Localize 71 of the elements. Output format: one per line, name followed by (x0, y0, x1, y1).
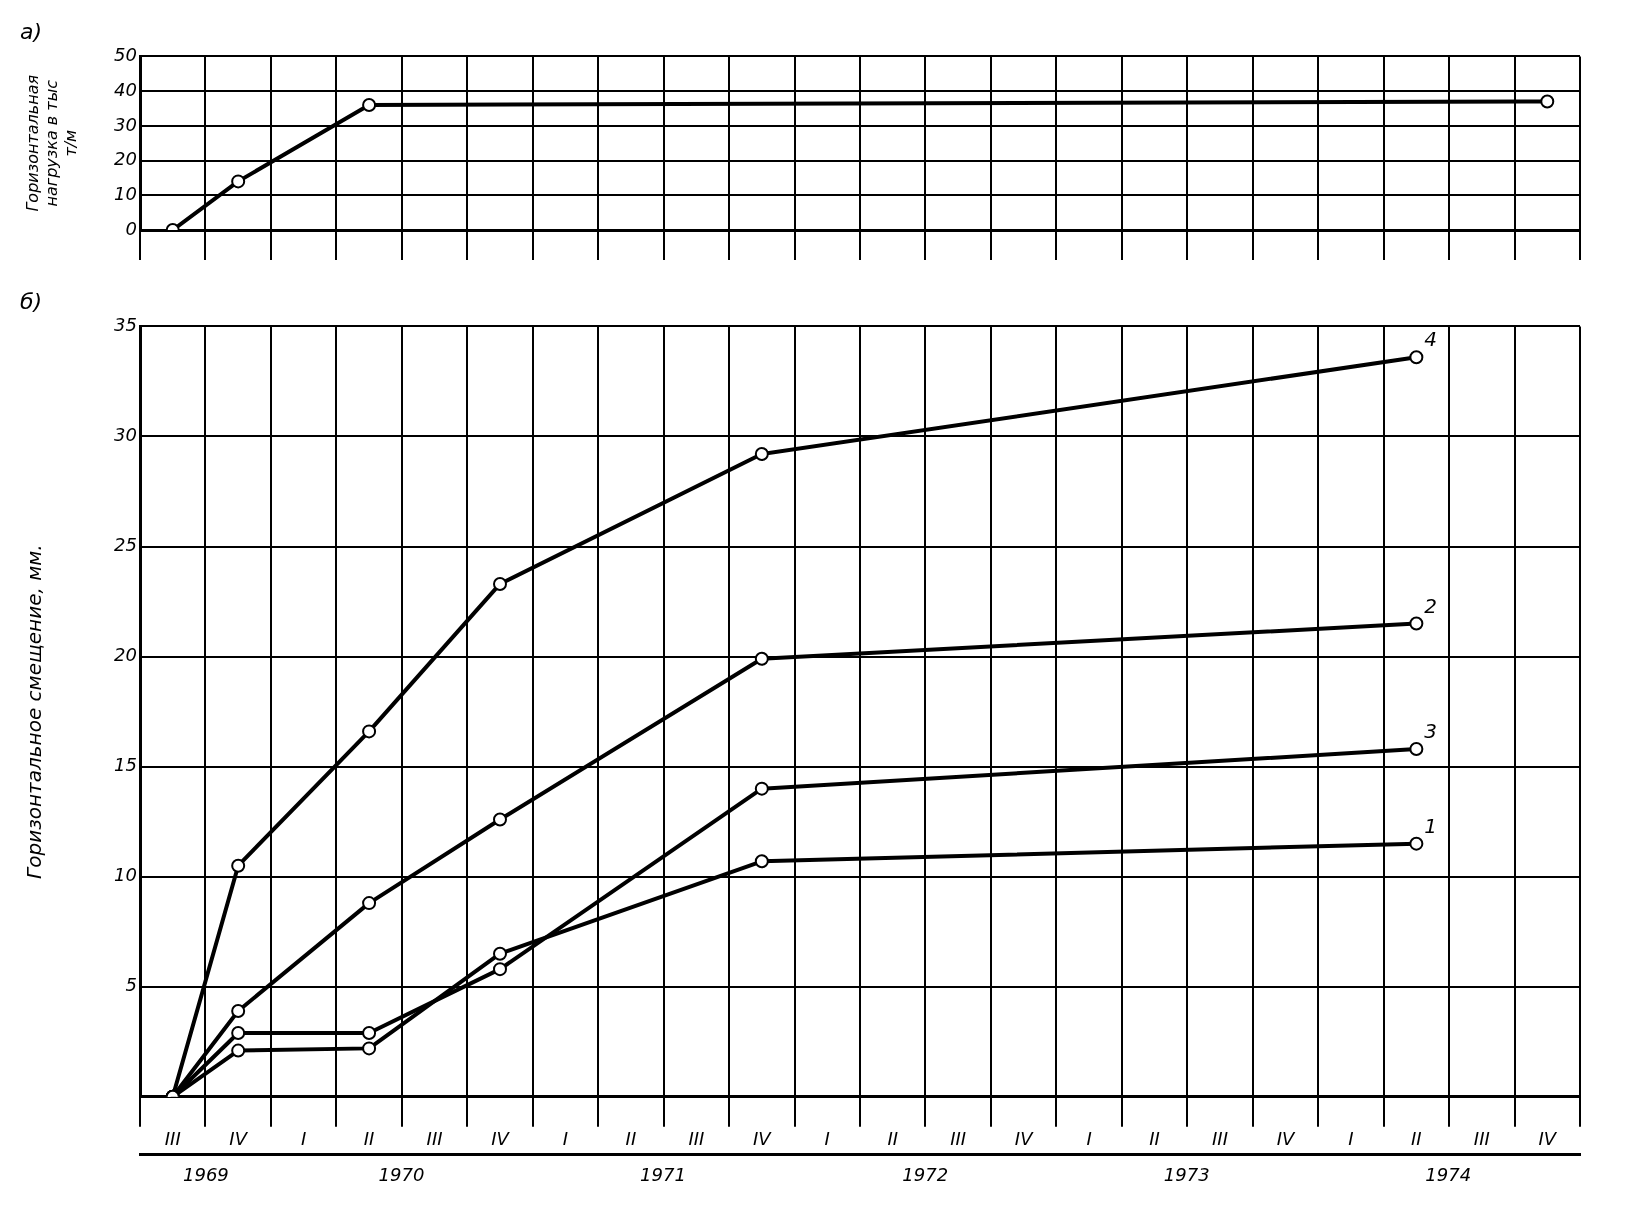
x-tick-label: II (887, 1128, 899, 1150)
point (1409, 742, 1424, 757)
x2-tick-label: 1974 (1425, 1163, 1472, 1185)
point (754, 854, 769, 869)
x2-tick-label: 1970 (378, 1163, 425, 1185)
point (493, 946, 507, 961)
x-tick-label: II (1411, 1128, 1422, 1150)
y-tick-label: 20 (114, 644, 137, 666)
point (1409, 616, 1424, 631)
y-tick-label: 10 (114, 182, 137, 204)
x-tick-label: III (688, 1128, 705, 1150)
x2-tick-label: 1969 (183, 1163, 229, 1185)
point (362, 896, 377, 911)
x-tick-label: IV (491, 1128, 511, 1150)
x-tick-label: IV (1538, 1128, 1558, 1150)
point (1409, 350, 1424, 365)
x-tick-label: II (363, 1128, 375, 1150)
x-tick-label: IV (1276, 1128, 1296, 1150)
point (754, 447, 769, 462)
x-tick-label: I (824, 1128, 830, 1150)
series-label: 3 (1424, 719, 1438, 744)
x-tick-label: III (426, 1128, 443, 1150)
y-tick-label: 10 (114, 864, 137, 886)
x2-tick-label: 1972 (902, 1163, 949, 1185)
y-tick-label: 30 (114, 113, 137, 135)
x-tick-label: III (164, 1128, 181, 1150)
x-tick-label: I (562, 1128, 569, 1150)
x-tick-label: II (625, 1128, 637, 1150)
point (362, 1025, 377, 1040)
x-tick-label: III (950, 1128, 967, 1150)
point (1540, 94, 1555, 109)
point (754, 651, 769, 666)
x-tick-label: III (1212, 1128, 1228, 1150)
y-axis-title: Горизонтальное смещение, мм. (22, 544, 47, 879)
chart-title: б) (20, 288, 43, 314)
y-tick-label: 40 (114, 78, 137, 100)
chart-title: а) (20, 18, 43, 44)
point (362, 98, 377, 113)
x-tick-label: III (1473, 1128, 1490, 1150)
point (493, 962, 507, 977)
y-tick-label: 50 (114, 44, 137, 66)
y-axis-title: Горизонтальная нагрузка в тыс т/м (22, 74, 81, 212)
x2-tick-label: 1971 (640, 1163, 686, 1185)
point (493, 576, 507, 591)
point (362, 1041, 377, 1056)
x-tick-label: II (1149, 1128, 1160, 1150)
point (231, 1003, 246, 1018)
y-tick-label: 20 (114, 148, 137, 170)
y-tick-label: 15 (114, 754, 137, 776)
point (754, 781, 769, 796)
y-tick-label: 0 (125, 217, 137, 239)
point (1409, 836, 1424, 851)
x-tick-label: I (300, 1128, 307, 1150)
point (231, 1043, 246, 1058)
y-tick-label: 35 (114, 314, 137, 336)
series-label: 1 (1424, 813, 1438, 838)
point (231, 858, 246, 873)
x-tick-label: I (1086, 1128, 1092, 1150)
x-tick-label: IV (753, 1128, 773, 1150)
point (231, 1025, 246, 1040)
y-tick-label: 30 (114, 424, 137, 446)
x-tick-label: I (1348, 1128, 1354, 1150)
series-label: 2 (1424, 593, 1438, 618)
x2-tick-label: 1973 (1163, 1163, 1210, 1185)
x-tick-label: IV (229, 1128, 249, 1150)
y-tick-label: 5 (125, 974, 137, 996)
point (493, 812, 507, 827)
y-tick-label: 25 (114, 534, 137, 556)
series-label: 4 (1424, 327, 1438, 352)
point (362, 724, 377, 739)
x-tick-label: IV (1014, 1128, 1035, 1150)
